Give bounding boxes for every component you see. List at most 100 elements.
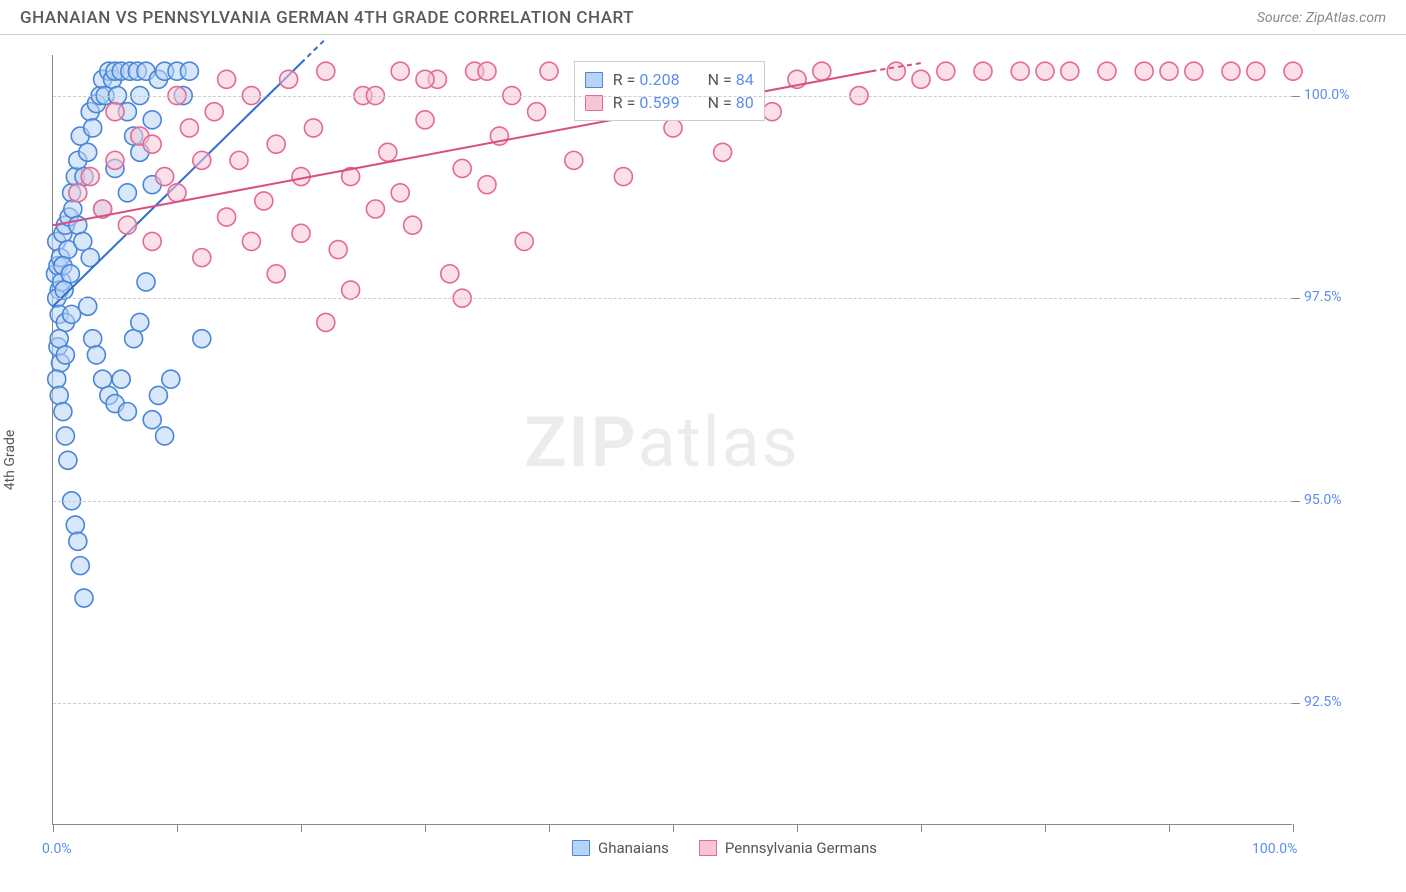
header: GHANAIAN VS PENNSYLVANIA GERMAN 4TH GRAD…	[0, 0, 1406, 35]
series-legend: Ghanaians Pennsylvania Germans	[572, 839, 877, 857]
x-tick-mark	[1293, 824, 1294, 832]
data-point	[242, 232, 260, 250]
data-point	[404, 216, 422, 234]
data-point	[1185, 62, 1203, 80]
data-point	[118, 216, 136, 234]
data-point	[1222, 62, 1240, 80]
data-point	[1284, 62, 1302, 80]
data-point	[416, 70, 434, 88]
data-point	[1135, 62, 1153, 80]
regression-line-dash	[301, 39, 326, 63]
data-point	[255, 192, 273, 210]
legend-label: Ghanaians	[598, 839, 669, 857]
data-point	[540, 62, 558, 80]
correlation-legend: R = 0.208N = 84R = 0.599N = 80	[574, 61, 765, 121]
data-point	[87, 346, 105, 364]
legend-swatch	[585, 95, 603, 111]
data-point	[94, 370, 112, 388]
x-tick-label: 100.0%	[1252, 841, 1297, 857]
legend-item: Pennsylvania Germans	[699, 839, 877, 857]
data-point	[66, 516, 84, 534]
x-tick-mark	[177, 824, 178, 832]
data-point	[280, 70, 298, 88]
data-point	[230, 151, 248, 169]
data-point	[763, 103, 781, 121]
data-point	[515, 232, 533, 250]
data-point	[218, 70, 236, 88]
data-point	[106, 103, 124, 121]
data-point	[329, 241, 347, 259]
data-point	[887, 62, 905, 80]
data-point	[267, 265, 285, 283]
data-point	[131, 313, 149, 331]
data-point	[143, 135, 161, 153]
gridline	[53, 703, 1292, 704]
data-point	[125, 330, 143, 348]
y-axis-label: 4th Grade	[2, 430, 18, 491]
x-tick-mark	[673, 824, 674, 832]
data-point	[391, 62, 409, 80]
y-tick-mark	[1292, 703, 1300, 704]
data-point	[79, 143, 97, 161]
data-point	[205, 103, 223, 121]
data-point	[453, 159, 471, 177]
scatter-svg	[53, 55, 1293, 825]
data-point	[1247, 62, 1265, 80]
data-point	[193, 330, 211, 348]
gridline	[53, 501, 1292, 502]
data-point	[75, 589, 93, 607]
legend-label: Pennsylvania Germans	[725, 839, 877, 857]
data-point	[366, 200, 384, 218]
x-tick-mark	[53, 824, 54, 832]
data-point	[937, 62, 955, 80]
source-label: Source: ZipAtlas.com	[1257, 10, 1386, 26]
data-point	[478, 176, 496, 194]
data-point	[391, 184, 409, 202]
data-point	[304, 119, 322, 137]
stat-r-label: R = 0.208	[613, 70, 680, 89]
y-tick-label: 100.0%	[1304, 87, 1349, 103]
data-point	[379, 143, 397, 161]
data-point	[1098, 62, 1116, 80]
x-tick-mark	[797, 824, 798, 832]
x-tick-mark	[1169, 824, 1170, 832]
x-tick-mark	[549, 824, 550, 832]
data-point	[69, 184, 87, 202]
data-point	[478, 62, 496, 80]
data-point	[112, 370, 130, 388]
data-point	[342, 281, 360, 299]
data-point	[74, 232, 92, 250]
data-point	[317, 313, 335, 331]
data-point	[118, 184, 136, 202]
legend-stat-row: R = 0.599N = 80	[585, 91, 754, 114]
data-point	[56, 427, 74, 445]
data-point	[528, 103, 546, 121]
data-point	[180, 62, 198, 80]
data-point	[193, 151, 211, 169]
data-point	[1160, 62, 1178, 80]
data-point	[118, 403, 136, 421]
plot-area: R = 0.208N = 84R = 0.599N = 80 ZIPatlas	[52, 55, 1292, 825]
legend-swatch	[699, 840, 717, 856]
data-point	[81, 168, 99, 186]
data-point	[218, 208, 236, 226]
data-point	[156, 168, 174, 186]
data-point	[84, 330, 102, 348]
legend-item: Ghanaians	[572, 839, 669, 857]
data-point	[317, 62, 335, 80]
data-point	[50, 330, 68, 348]
legend-swatch	[585, 72, 603, 88]
data-point	[614, 168, 632, 186]
data-point	[292, 224, 310, 242]
y-tick-label: 97.5%	[1304, 289, 1342, 305]
legend-stat-row: R = 0.208N = 84	[585, 68, 754, 91]
data-point	[61, 265, 79, 283]
data-point	[1011, 62, 1029, 80]
legend-swatch	[572, 840, 590, 856]
data-point	[193, 249, 211, 267]
data-point	[69, 532, 87, 550]
y-tick-label: 95.0%	[1304, 492, 1342, 508]
data-point	[149, 386, 167, 404]
data-point	[416, 111, 434, 129]
data-point	[1036, 62, 1054, 80]
